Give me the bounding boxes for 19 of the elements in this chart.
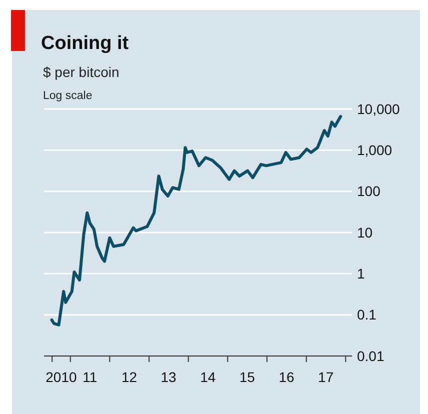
x-tick-label: 12 [121, 368, 138, 385]
x-tick-label: 16 [278, 368, 295, 385]
x-tick-label: 2010 [46, 368, 78, 385]
x-tick-label: 13 [160, 368, 177, 385]
y-tick-label: 100 [357, 183, 381, 200]
y-tick-label: 0.01 [357, 348, 384, 364]
x-tick-label: 15 [239, 368, 256, 385]
y-tick-label: 1 [357, 266, 365, 282]
y-tick-label: 10 [357, 224, 373, 240]
y-tick-label: 1,000 [357, 142, 392, 158]
x-tick-label: 14 [200, 368, 216, 385]
chart-subtitle: $ per bitcoin [43, 64, 120, 80]
x-tick-label: 17 [318, 368, 334, 385]
text: Log scale [43, 90, 92, 102]
x-tick-label: 11 [82, 368, 98, 385]
y-tick-label: 0.1 [357, 306, 377, 323]
line-series [50, 114, 342, 326]
chart-title: Coining it [41, 33, 130, 54]
y-tick-label: 10,000 [357, 100, 400, 117]
